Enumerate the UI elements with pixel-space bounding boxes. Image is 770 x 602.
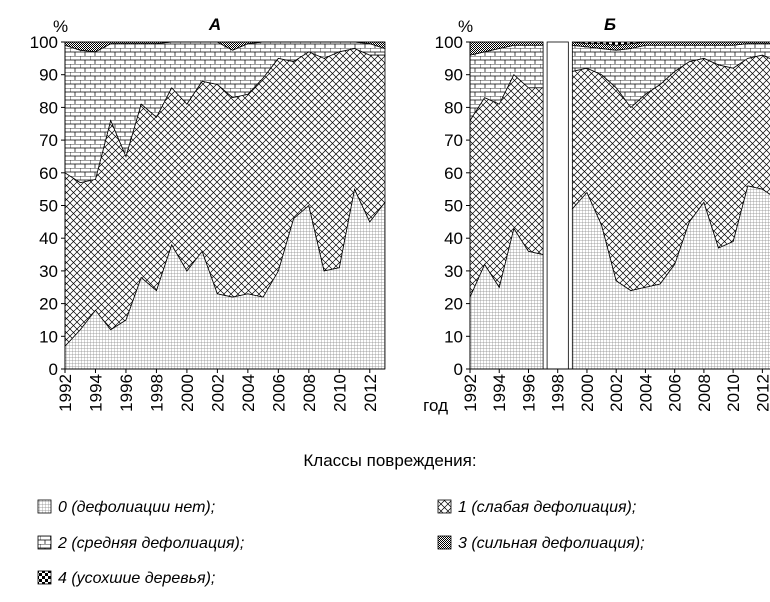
y-tick-label: 20 [444,295,463,314]
y-tick-label: 60 [39,164,58,183]
x-tick-label: 2012 [753,374,770,412]
x-tick-label: 1996 [117,374,136,412]
x-tick-label: 1992 [461,374,480,412]
legend-label: 2 (средняя дефолиация); [57,535,244,552]
x-tick-label: 1994 [86,374,105,412]
x-tick-label: 1998 [549,374,568,412]
plot [64,41,386,370]
y-tick-label: 50 [444,197,463,216]
plot [469,41,770,370]
y-tick-label: 40 [444,229,463,248]
y-tick-label: 100 [435,33,463,52]
x-tick-label: 2006 [269,374,288,412]
chart-title: Б [604,15,616,34]
y-tick-label: 100 [30,33,58,52]
x-tick-label: 2002 [607,374,626,412]
x-tick-label: 2008 [300,374,319,412]
y-tick-label: 30 [444,262,463,281]
x-tick-label: 1992 [56,374,75,412]
y-tick-label: 10 [444,327,463,346]
legend-swatch [37,570,52,585]
y-tick-label: 60 [444,164,463,183]
area [470,41,770,46]
legend-title: Классы повреждения: [303,451,476,470]
legend-label: 1 (слабая дефолиация); [458,499,636,516]
x-tick-label: 2012 [361,374,380,412]
y-tick-label: 50 [39,197,58,216]
x-tick-label: 2006 [666,374,685,412]
legend-swatch [37,499,52,514]
y-tick-label: 70 [444,131,463,150]
legend-label: 0 (дефолиации нет); [58,499,215,516]
x-tick-label: 1998 [147,374,166,412]
y-tick-label: 30 [39,262,58,281]
legend-swatch [37,535,52,550]
y-axis-label: % [458,17,473,36]
x-tick-label: 2010 [724,374,743,412]
y-axis-label: % [53,17,68,36]
legend-label: 4 (усохшие деревья); [58,570,215,587]
x-tick-label: 2004 [239,374,258,412]
x-tick-label: 1994 [490,374,509,412]
y-tick-label: 0 [454,360,463,379]
y-tick-label: 0 [49,360,58,379]
x-tick-label: 2010 [330,374,349,412]
y-tick-label: 40 [39,229,58,248]
x-tick-label: 1996 [519,374,538,412]
y-tick-label: 80 [444,98,463,117]
legend-swatch [437,535,452,550]
x-tick-label: 2004 [636,374,655,412]
x-axis-label: год [423,396,448,415]
y-tick-label: 10 [39,327,58,346]
legend-label: 3 (сильная дефолиация); [458,535,645,552]
y-tick-label: 80 [39,98,58,117]
y-tick-label: 20 [39,295,58,314]
x-tick-label: 2002 [208,374,227,412]
x-tick-label: 2000 [578,374,597,412]
chart-title: А [208,15,221,34]
y-tick-label: 90 [39,66,58,85]
y-tick-label: 90 [444,66,463,85]
x-tick-label: 2008 [695,374,714,412]
x-tick-label: 2000 [178,374,197,412]
legend-swatch [437,499,452,514]
gap [546,41,569,370]
y-tick-label: 70 [39,131,58,150]
